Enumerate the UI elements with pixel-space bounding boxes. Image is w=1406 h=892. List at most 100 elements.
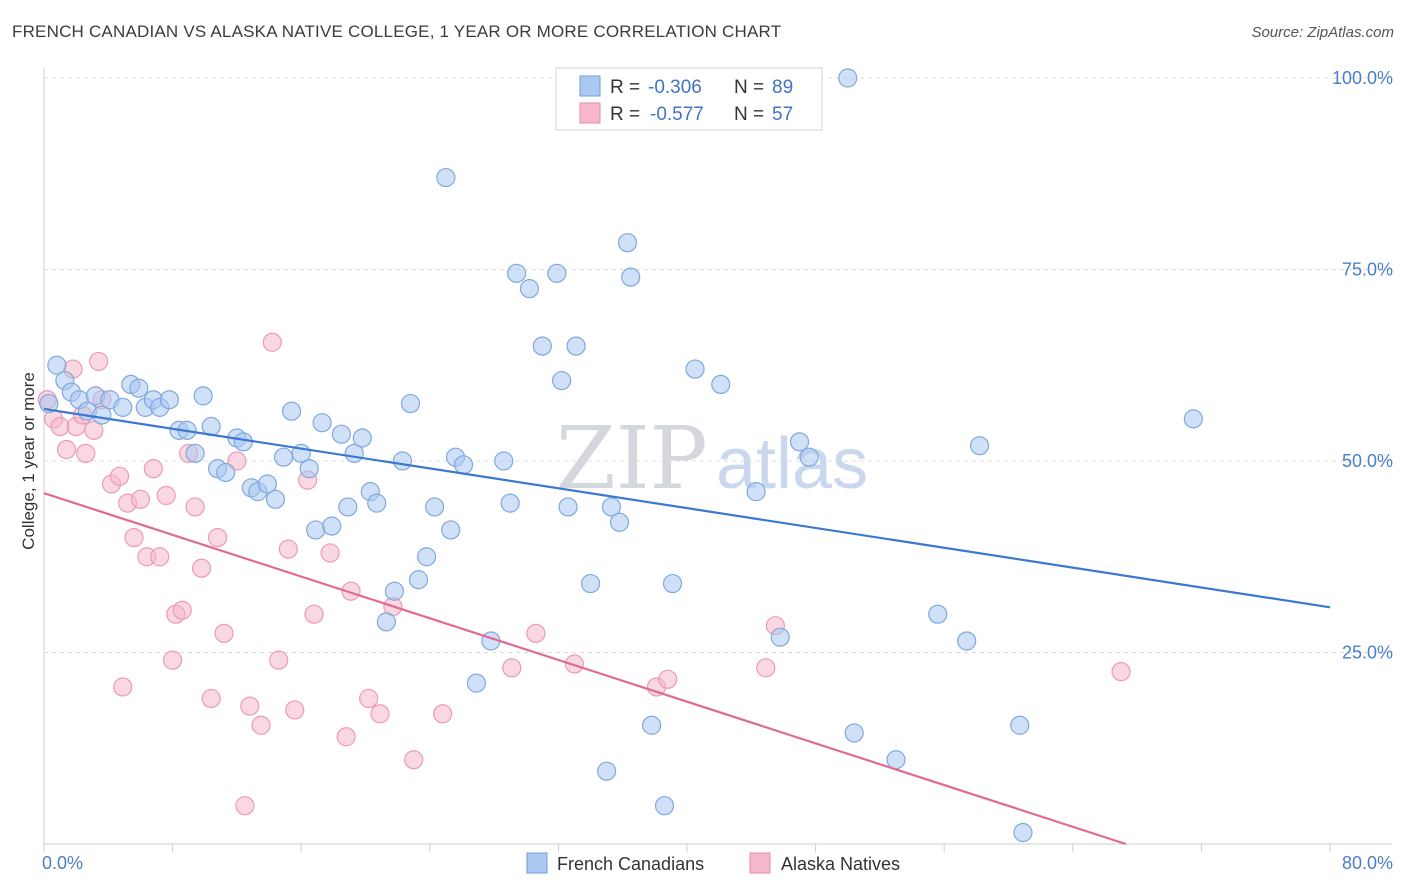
y-tick-labels: 25.0% 50.0% 75.0% 100.0%	[1332, 68, 1393, 663]
alaska-natives-point	[341, 581, 361, 601]
alaska-natives-point	[251, 715, 271, 735]
alaska-natives-point	[502, 658, 522, 678]
alaska-natives-points	[37, 332, 1131, 816]
y-tick-label: 100.0%	[1332, 68, 1393, 88]
french-canadians-point	[392, 451, 413, 471]
french-canadians-point	[558, 497, 578, 517]
french-canadians-point	[494, 451, 514, 471]
alaska-natives-point	[359, 688, 379, 709]
french-canadians-point	[281, 401, 302, 421]
french-canadians-point	[408, 570, 429, 590]
alaska-natives-point	[214, 623, 234, 643]
french-canadians-point	[1183, 409, 1203, 429]
french-canadians-point	[552, 370, 572, 391]
french-canadians-point	[789, 432, 810, 452]
french-canadians-point	[113, 397, 133, 417]
trend-lines	[43, 407, 1331, 846]
french-canadians-point	[580, 573, 601, 594]
alaska-natives-point	[404, 750, 424, 770]
french-canadians-point	[601, 497, 622, 517]
french-canadians-point	[367, 493, 387, 513]
legend-n-value-pink: 57	[772, 104, 793, 125]
french-canadians-point	[886, 750, 906, 770]
french-canadians-point	[216, 462, 236, 483]
french-canadians-point	[597, 761, 617, 781]
x-tick-label-max: 80.0%	[1342, 853, 1393, 873]
bottom-legend-swatch-pink	[749, 852, 771, 874]
alaska-natives-trend-line	[43, 492, 1127, 846]
french-canadians-point	[662, 573, 683, 594]
french-canadians-point	[838, 68, 858, 88]
french-canadians-point	[609, 512, 630, 532]
y-tick-label: 50.0%	[1342, 451, 1393, 471]
alaska-natives-point	[278, 539, 298, 559]
french-canadians-point	[331, 424, 351, 444]
alaska-natives-point	[564, 654, 585, 674]
alaska-natives-point	[240, 696, 260, 716]
alaska-natives-point	[185, 497, 205, 517]
chart-title: FRENCH CANADIAN VS ALASKA NATIVE COLLEGE…	[12, 22, 782, 41]
alaska-natives-point	[756, 658, 776, 678]
bottom-legend: French Canadians Alaska Natives	[526, 852, 900, 874]
french-canadians-point	[265, 489, 286, 509]
x-tick-labels: 0.0% 80.0%	[42, 853, 1393, 873]
alaska-natives-point	[208, 527, 228, 548]
french-canadians-point	[129, 378, 149, 398]
french-canadians-point	[746, 482, 766, 502]
french-canadians-point	[654, 796, 675, 816]
french-canadians-point	[566, 336, 586, 356]
legend-r-label-pink: R =	[610, 104, 640, 125]
french-canadians-point	[844, 723, 864, 743]
french-canadians-point	[193, 386, 213, 406]
french-canadians-point	[47, 355, 67, 375]
legend-r-value-pink: -0.577	[650, 104, 704, 125]
bottom-legend-label-pink: Alaska Natives	[781, 854, 900, 874]
alaska-natives-point	[320, 543, 340, 563]
alaska-natives-point	[56, 439, 77, 460]
watermark: ZIP atlas	[556, 409, 868, 509]
french-canadians-point	[957, 631, 977, 651]
grid-lines	[44, 77, 1392, 653]
french-canadians-point	[441, 520, 461, 540]
bottom-legend-label-blue: French Canadians	[557, 854, 704, 874]
alaska-natives-point	[109, 466, 130, 486]
axes	[43, 68, 1392, 852]
french-canadians-point	[159, 390, 179, 410]
alaska-natives-point	[285, 700, 305, 720]
x-tick-label-min: 0.0%	[42, 853, 83, 873]
alaska-natives-point	[191, 558, 212, 578]
y-tick-label: 25.0%	[1342, 643, 1393, 663]
french-canadians-point	[500, 493, 520, 513]
french-canadians-point	[621, 267, 641, 287]
alaska-natives-point	[433, 704, 453, 724]
legend-r-value-blue: -0.306	[648, 77, 702, 98]
alaska-natives-point	[124, 527, 144, 548]
french-canadians-points	[39, 68, 1203, 843]
alaska-natives-point	[50, 416, 70, 437]
legend-r-label-blue: R =	[610, 77, 640, 98]
alaska-natives-point	[76, 443, 96, 463]
french-canadians-point	[685, 359, 705, 379]
legend-n-value-blue: 89	[772, 77, 793, 98]
legend-swatch-blue	[579, 75, 601, 97]
alaska-natives-point	[143, 459, 163, 479]
alaska-natives-point	[227, 451, 247, 471]
alaska-natives-point	[1111, 662, 1131, 682]
french-canadians-point	[338, 497, 358, 517]
french-canadians-point	[969, 436, 990, 456]
legend-n-label-blue: N =	[734, 77, 764, 98]
french-canadians-point	[466, 673, 487, 693]
bottom-legend-swatch-blue	[526, 852, 548, 874]
french-canadians-point	[425, 497, 445, 517]
french-canadians-point	[532, 336, 552, 356]
y-axis-title: College, 1 year or more	[19, 372, 38, 550]
french-canadians-point	[1013, 822, 1033, 843]
french-canadians-point	[711, 374, 731, 394]
alaska-natives-point	[113, 677, 133, 697]
alaska-natives-point	[130, 489, 151, 509]
french-canadians-point	[352, 428, 372, 448]
french-canadians-point	[233, 432, 253, 452]
french-canadians-point	[928, 604, 948, 624]
french-canadians-point	[185, 443, 205, 463]
